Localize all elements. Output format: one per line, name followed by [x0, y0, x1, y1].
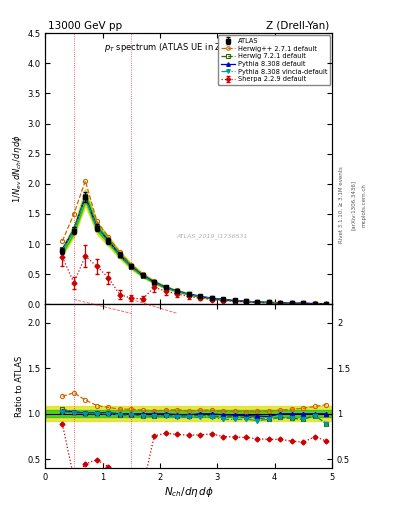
- Text: mcplots.cern.ch: mcplots.cern.ch: [362, 183, 367, 227]
- Text: ATLAS_2019_I1736531: ATLAS_2019_I1736531: [176, 233, 247, 239]
- Text: Rivet 3.1.10, ≥ 3.1M events: Rivet 3.1.10, ≥ 3.1M events: [339, 166, 344, 243]
- Text: Z (Drell-Yan): Z (Drell-Yan): [266, 20, 329, 31]
- Y-axis label: $1/N_{ev}\,dN_{ch}/d\eta\,d\phi$: $1/N_{ev}\,dN_{ch}/d\eta\,d\phi$: [11, 134, 24, 203]
- Text: $p_T$ spectrum (ATLAS UE in Z production): $p_T$ spectrum (ATLAS UE in Z production…: [104, 41, 273, 54]
- Y-axis label: Ratio to ATLAS: Ratio to ATLAS: [15, 356, 24, 417]
- Legend: ATLAS, Herwig++ 2.7.1 default, Herwig 7.2.1 default, Pythia 8.308 default, Pythi: ATLAS, Herwig++ 2.7.1 default, Herwig 7.…: [218, 35, 330, 85]
- Text: [arXiv:1306.3436]: [arXiv:1306.3436]: [351, 180, 356, 230]
- X-axis label: $N_{ch}/d\eta\,d\phi$: $N_{ch}/d\eta\,d\phi$: [163, 485, 214, 499]
- Text: 13000 GeV pp: 13000 GeV pp: [48, 20, 122, 31]
